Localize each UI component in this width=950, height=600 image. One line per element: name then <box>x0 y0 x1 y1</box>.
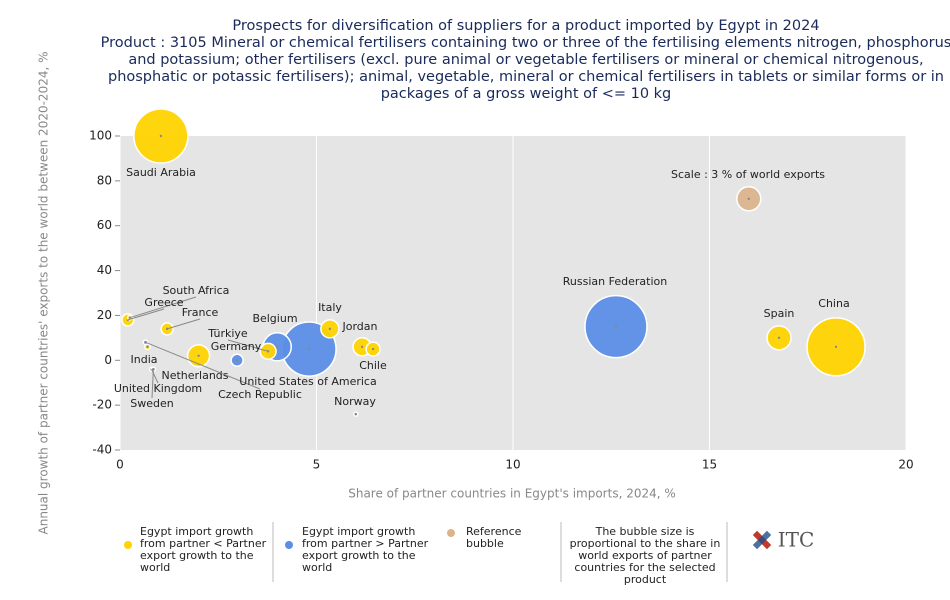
bubble-label: United Kingdom <box>114 382 202 395</box>
legend-marker <box>285 541 293 549</box>
legend-entry: Egypt import growth from partner < Partn… <box>140 525 267 574</box>
bubble-label: Italy <box>318 301 342 314</box>
bubble-center <box>360 345 364 349</box>
leader-line <box>150 369 159 384</box>
leader-line <box>145 341 261 390</box>
bubble-label: Germany <box>211 340 262 353</box>
bubble-center <box>614 325 618 328</box>
y-tick-label: 0 <box>104 353 112 367</box>
legend-note: The bubble size is proportional to the s… <box>569 525 721 586</box>
bubble-label: Norway <box>334 395 376 408</box>
y-tick-label: 40 <box>97 263 112 277</box>
bubble-center <box>354 412 357 416</box>
bubble-label: India <box>131 353 158 366</box>
legend-marker <box>124 541 132 549</box>
leader-line <box>167 318 201 330</box>
bubble-label: Netherlands <box>161 369 228 382</box>
bubble-label: Chile <box>359 359 387 372</box>
bubble-center <box>834 345 838 349</box>
bubble-center <box>328 327 332 331</box>
bubble-label: France <box>182 306 219 319</box>
bubble-label: Türkiye <box>207 327 248 340</box>
bubble-center <box>276 345 279 349</box>
y-tick-label: 100 <box>89 129 112 143</box>
bubble-center <box>747 197 750 200</box>
bubble-label: Sweden <box>130 397 173 410</box>
y-tick-label: 20 <box>97 308 112 322</box>
bubble-center <box>307 347 311 351</box>
chart-title: Prospects for diversification of supplie… <box>232 18 820 34</box>
bubble-center <box>235 359 239 362</box>
bubble-label: Saudi Arabia <box>126 166 196 179</box>
y-axis-label: Annual growth of partner countries' expo… <box>37 52 51 535</box>
itc-logo-icon <box>752 530 772 550</box>
x-axis-label: Share of partner countries in Egypt's im… <box>348 487 676 501</box>
bubble-label: Scale : 3 % of world exports <box>671 168 825 181</box>
bubble-label: Russian Federation <box>563 275 667 288</box>
plot <box>119 136 907 450</box>
bubble-center <box>371 347 375 351</box>
leader-line <box>151 369 154 399</box>
bubble-label: United States of America <box>239 375 376 388</box>
bubble-center <box>777 336 781 340</box>
y-tick-label: 60 <box>97 218 112 232</box>
x-tick-label: 10 <box>505 458 520 472</box>
legend-entry: Reference bubble <box>466 525 522 550</box>
leader-line <box>227 339 269 352</box>
legend-marker <box>447 529 455 537</box>
bubble-center <box>159 134 163 138</box>
bubble-label: Belgium <box>252 312 297 325</box>
bubble-label: Jordan <box>342 320 378 333</box>
bubble-label: Greece <box>144 296 183 309</box>
logo: ITC <box>778 528 815 552</box>
leader-line <box>127 308 165 321</box>
x-tick-label: 15 <box>702 458 717 472</box>
bubble-label: Spain <box>764 307 795 320</box>
bubble-center <box>146 345 149 349</box>
x-tick-label: 0 <box>116 458 124 472</box>
leader-line <box>129 296 197 319</box>
x-tick-label: 5 <box>313 458 321 472</box>
bubble-label: Czech Republic <box>218 388 302 401</box>
y-tick-label: -20 <box>92 398 112 412</box>
x-tick-label: 20 <box>898 458 913 472</box>
legend-entry: Egypt import growth from partner > Partn… <box>302 525 429 574</box>
y-tick-label: -40 <box>92 443 112 457</box>
bubble-label: China <box>818 297 849 310</box>
y-tick-label: 80 <box>97 173 112 187</box>
bubble-center <box>197 354 200 357</box>
chart-subtitle: Product : 3105 Mineral or chemical ferti… <box>100 35 950 102</box>
bubble-label: South Africa <box>163 284 230 297</box>
